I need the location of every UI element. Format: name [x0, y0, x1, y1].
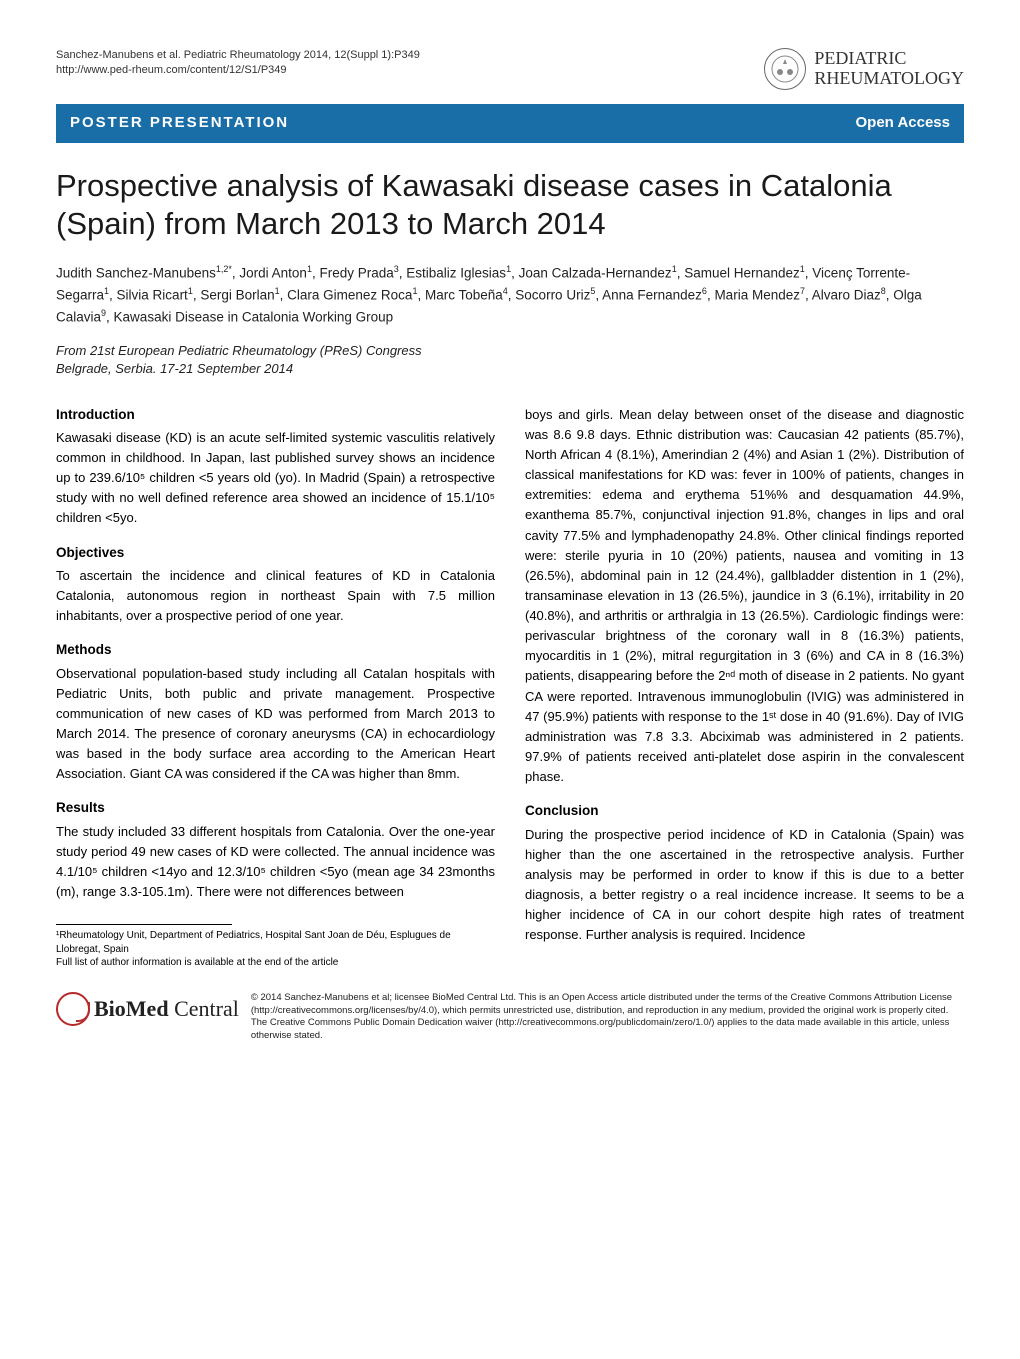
article-type-label: POSTER PRESENTATION: [70, 112, 289, 135]
authors-list: Judith Sanchez-Manubens1,2*, Jordi Anton…: [56, 262, 964, 328]
introduction-text: Kawasaki disease (KD) is an acute self-l…: [56, 428, 495, 529]
objectives-heading: Objectives: [56, 543, 495, 563]
left-column: Introduction Kawasaki disease (KD) is an…: [56, 405, 495, 970]
conference-location-date: Belgrade, Serbia. 17-21 September 2014: [56, 360, 964, 378]
citation-line: Sanchez-Manubens et al. Pediatric Rheuma…: [56, 48, 420, 63]
conference-from-block: From 21st European Pediatric Rheumatolog…: [56, 342, 964, 378]
footnote-rule: [56, 924, 232, 925]
journal-name: PEDIATRIC RHEUMATOLOGY: [814, 49, 964, 89]
article-title: Prospective analysis of Kawasaki disease…: [56, 167, 964, 245]
introduction-heading: Introduction: [56, 405, 495, 425]
objectives-text: To ascertain the incidence and clinical …: [56, 566, 495, 626]
conference-name: From 21st European Pediatric Rheumatolog…: [56, 342, 964, 360]
methods-text: Observational population-based study inc…: [56, 664, 495, 785]
footer: BioMed Central © 2014 Sanchez-Manubens e…: [56, 992, 964, 1043]
conclusion-heading: Conclusion: [525, 801, 964, 821]
header-right: PEDIATRIC RHEUMATOLOGY: [764, 48, 964, 90]
author-info-footnote: Full list of author information is avail…: [56, 956, 495, 970]
header-line: Sanchez-Manubens et al. Pediatric Rheuma…: [56, 48, 964, 90]
open-access-label: Open Access: [856, 112, 951, 135]
header-left: Sanchez-Manubens et al. Pediatric Rheuma…: [56, 48, 420, 79]
results-text: The study included 33 different hospital…: [56, 822, 495, 903]
conclusion-text: During the prospective period incidence …: [525, 825, 964, 946]
biomed-central-logo: BioMed Central: [56, 992, 239, 1026]
page-container: Sanchez-Manubens et al. Pediatric Rheuma…: [0, 0, 1020, 1091]
biomed-central-text: BioMed Central: [94, 992, 239, 1025]
article-type-banner: POSTER PRESENTATION Open Access: [56, 104, 964, 143]
citation-url: http://www.ped-rheum.com/content/12/S1/P…: [56, 63, 420, 78]
methods-heading: Methods: [56, 640, 495, 660]
results-continuation-text: boys and girls. Mean delay between onset…: [525, 405, 964, 788]
affiliation-footnote: ¹Rheumatology Unit, Department of Pediat…: [56, 929, 495, 956]
journal-logo-icon: [764, 48, 806, 90]
results-heading: Results: [56, 798, 495, 818]
two-column-layout: Introduction Kawasaki disease (KD) is an…: [56, 405, 964, 970]
journal-name-line2: RHEUMATOLOGY: [814, 69, 964, 89]
journal-name-line1: PEDIATRIC: [814, 49, 964, 69]
license-text: © 2014 Sanchez-Manubens et al; licensee …: [251, 992, 964, 1043]
biomed-central-icon: [56, 992, 90, 1026]
right-column: boys and girls. Mean delay between onset…: [525, 405, 964, 970]
